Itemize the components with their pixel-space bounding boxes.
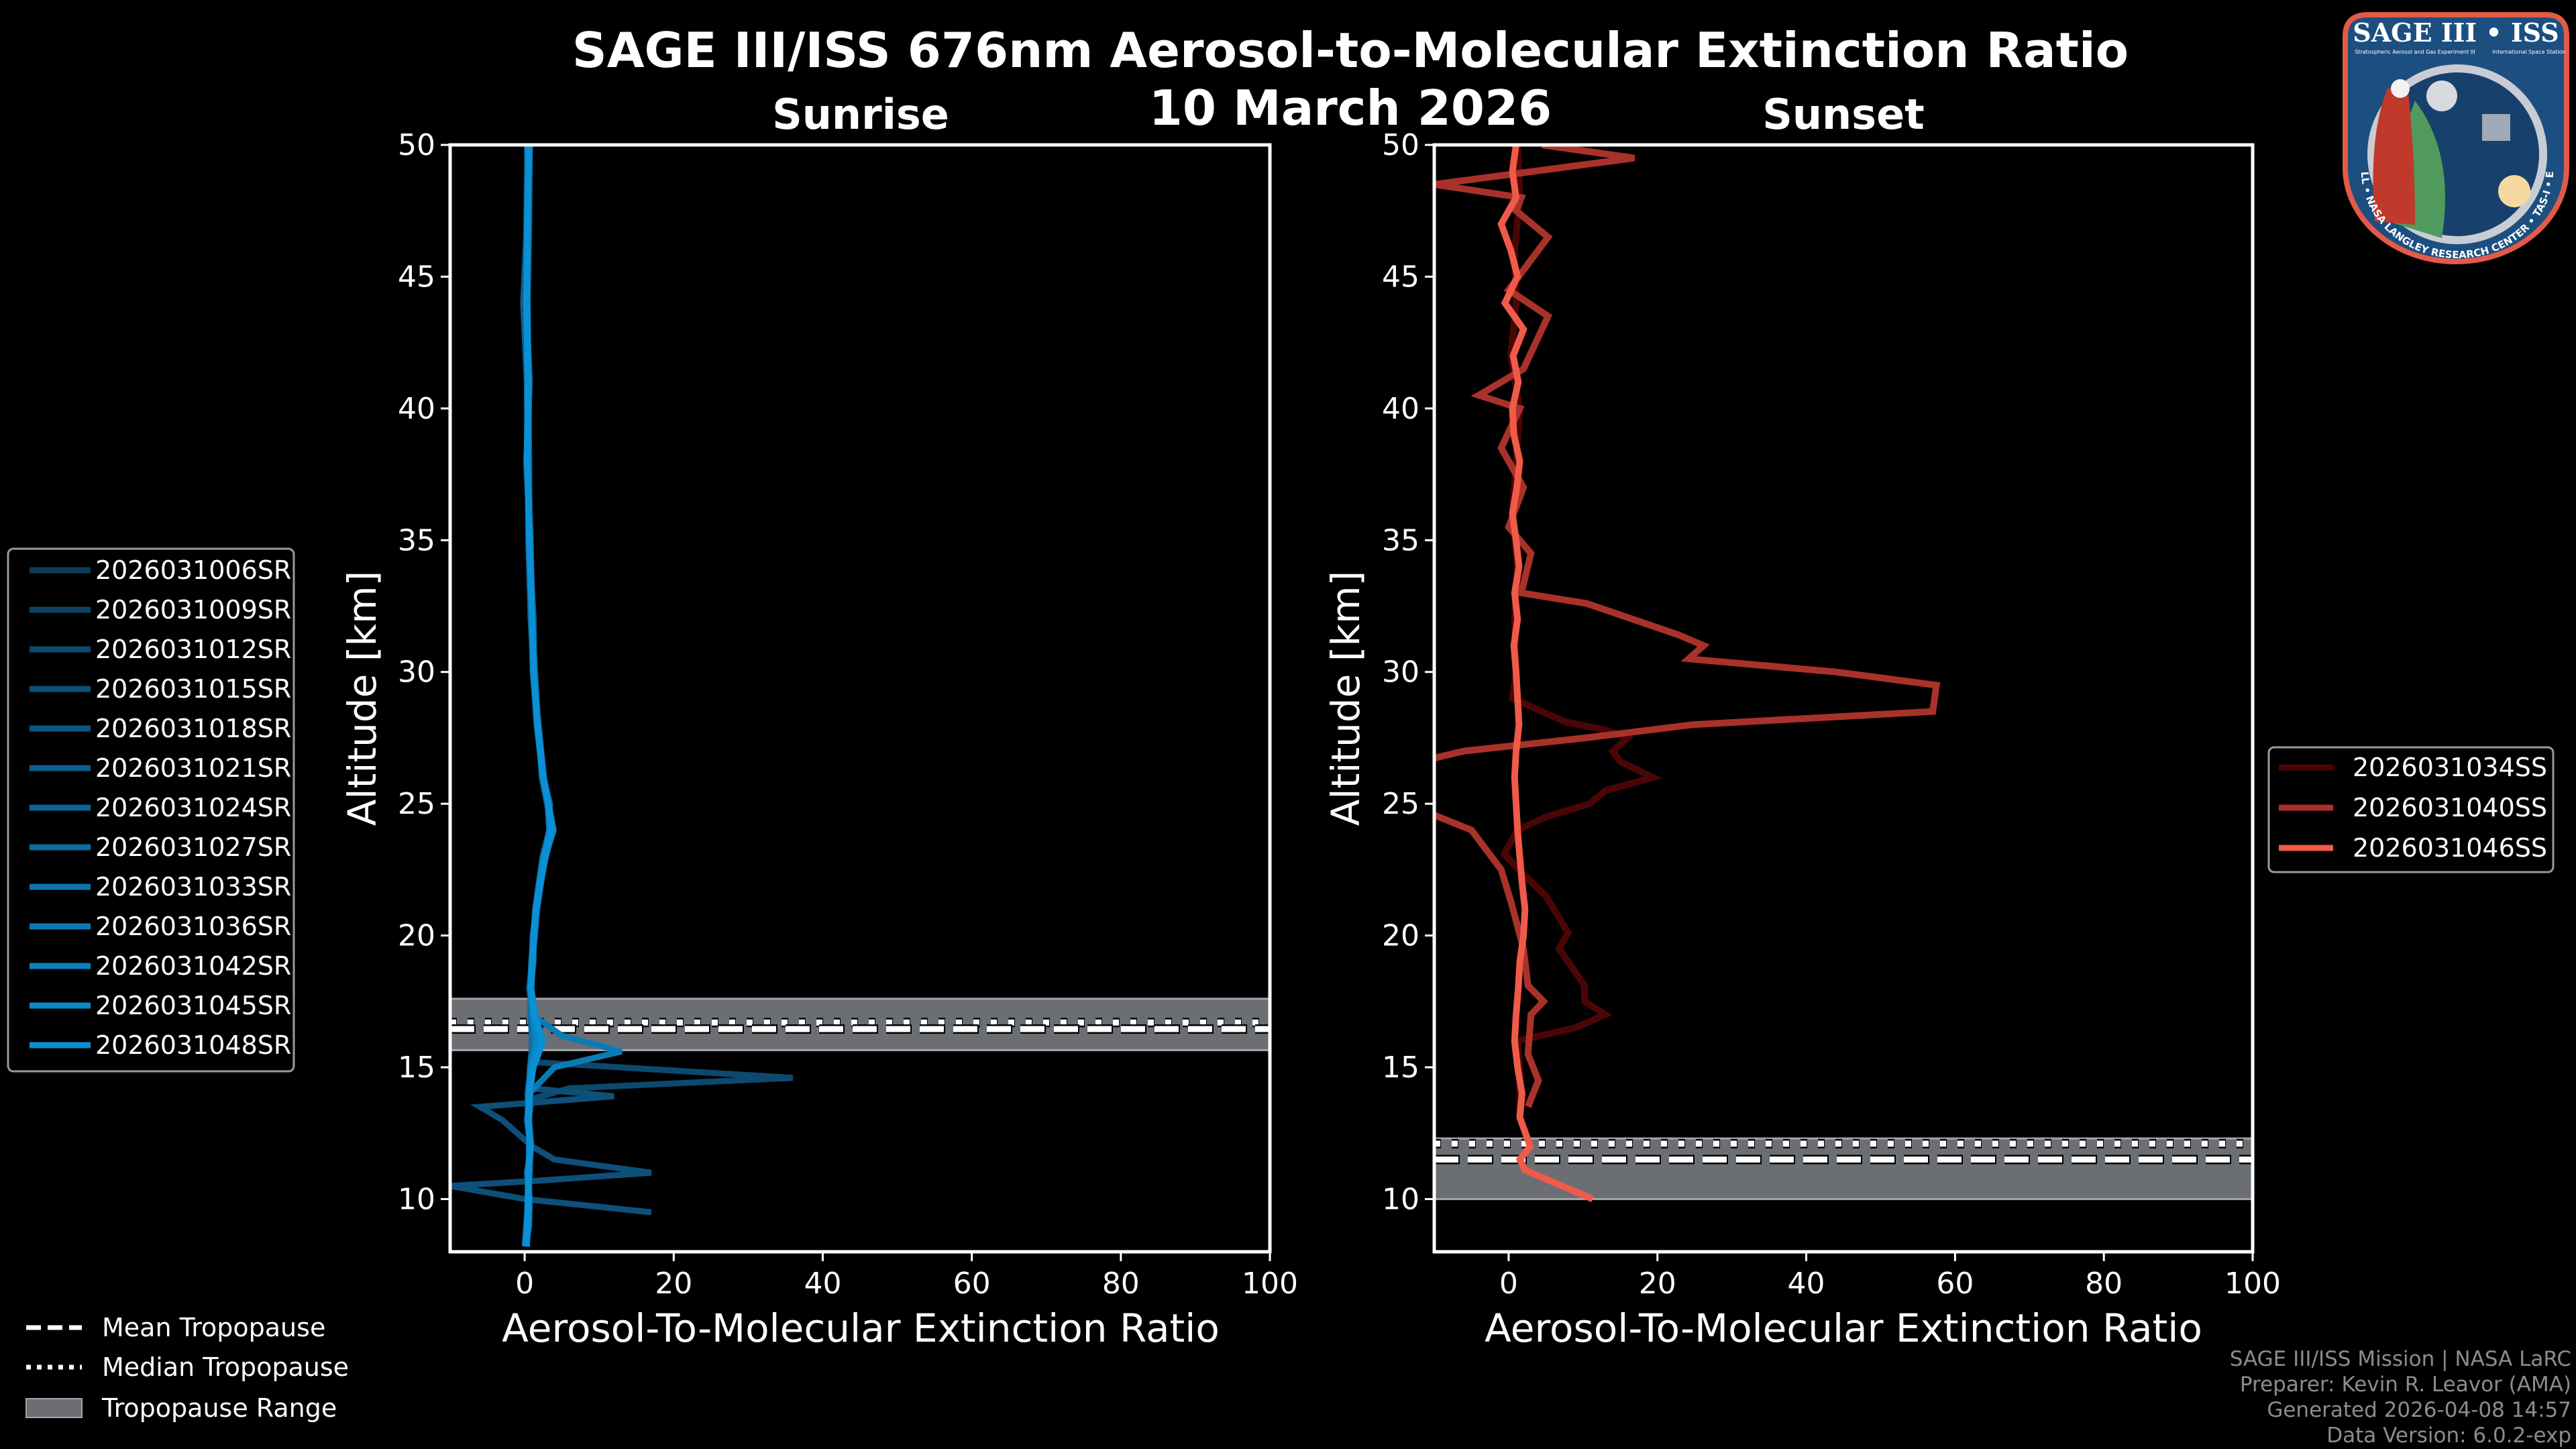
sunset-y-tick-label: 10: [1382, 1182, 1419, 1216]
sunset-y-tick-label: 15: [1382, 1051, 1419, 1085]
sunrise-x-tick-label: 80: [1102, 1267, 1140, 1301]
sunset-y-axis-label: Altitude [km]: [1323, 571, 1368, 826]
legend-label-2026031046SS: 2026031046SS: [2353, 833, 2547, 863]
sunset-x-axis-label: Aerosol-To-Molecular Extinction Ratio: [1485, 1305, 2202, 1351]
sunset-y-tick-label: 20: [1382, 919, 1419, 953]
sunset-axes-frame: [1432, 143, 2255, 1254]
tropopause-range-label: Tropopause Range: [101, 1393, 337, 1423]
sunrise-y-tick-label: 50: [398, 128, 435, 162]
legend-label-2026031040SS: 2026031040SS: [2353, 793, 2547, 822]
tropopause-range-swatch: [25, 1398, 83, 1418]
mean-tropopause-label: Mean Tropopause: [102, 1313, 325, 1342]
profile-line-2026031046SS: [1497, 145, 1595, 1202]
sunset-legend: 2026031034SS 2026031040SS 2026031046SS: [2267, 746, 2555, 873]
legend-label-2026031034SS: 2026031034SS: [2353, 753, 2547, 782]
sunset-y-tick-label: 40: [1382, 392, 1419, 426]
figure-date: 10 March 2026: [1149, 80, 1552, 136]
sunrise-x-tick-label: 20: [655, 1267, 692, 1301]
legend-label-2026031027SR: 2026031027SR: [95, 833, 291, 862]
sunset-y-tick-label: 50: [1382, 128, 1419, 162]
footer-credits: SAGE III/ISS Mission | NASA LaRC Prepare…: [2230, 1347, 2571, 1448]
sunrise-y-tick-label: 25: [398, 787, 435, 821]
sunrise-panel-title: Sunrise: [772, 90, 949, 139]
sunrise-x-tick-label: 0: [515, 1267, 534, 1301]
sunset-x-tick-label: 60: [1936, 1267, 1974, 1301]
tropopause-legend: Mean Tropopause Median Tropopause Tropop…: [25, 1313, 349, 1423]
legend-label-2026031018SR: 2026031018SR: [95, 714, 291, 743]
legend-label-2026031042SR: 2026031042SR: [95, 951, 291, 981]
legend-label-2026031045SR: 2026031045SR: [95, 991, 291, 1020]
sunrise-y-tick-label: 30: [398, 655, 435, 690]
sunset-x-tick-label: 100: [2224, 1267, 2281, 1301]
legend-label-2026031021SR: 2026031021SR: [95, 753, 291, 783]
legend-label-2026031006SR: 2026031006SR: [95, 555, 291, 585]
sunset-x-tick-label: 80: [2085, 1267, 2123, 1301]
sunset-panel-title: Sunset: [1762, 90, 1925, 139]
sunrise-x-tick-label: 60: [953, 1267, 991, 1301]
logo-line2: International Space Station: [2493, 49, 2566, 55]
sunset-y-tick-label: 25: [1382, 787, 1419, 821]
legend-label-2026031033SR: 2026031033SR: [95, 872, 291, 902]
figure-title: SAGE III/ISS 676nm Aerosol-to-Molecular …: [572, 22, 2129, 78]
sunset-x-tick-label: 40: [1788, 1267, 1825, 1301]
sunrise-x-axis-label: Aerosol-To-Molecular Extinction Ratio: [502, 1305, 1220, 1351]
sunrise-legend: 2026031006SR 2026031009SR 2026031012SR 2026…: [7, 547, 295, 1073]
sunset-tropopause-range: [1434, 1137, 2253, 1200]
sunrise-x-tick-label: 100: [1242, 1267, 1298, 1301]
footer-mission: SAGE III/ISS Mission | NASA LaRC: [2230, 1347, 2571, 1371]
legend-label-2026031009SR: 2026031009SR: [95, 595, 291, 625]
logo-line1: Stratospheric Aerosol and Gas Experiment…: [2355, 49, 2475, 55]
sunrise-y-tick-label: 20: [398, 919, 435, 953]
logo-title: SAGE III • ISS: [2353, 17, 2559, 48]
sunset-plot-area: [1434, 145, 2253, 1202]
sunset-x-tick-label: 0: [1499, 1267, 1518, 1301]
sunset-y-tick-label: 45: [1382, 260, 1419, 294]
sunrise-y-tick-label: 40: [398, 392, 435, 426]
sunrise-y-tick-label: 15: [398, 1051, 435, 1085]
footer-generated: Generated 2026-04-08 14:57: [2267, 1398, 2571, 1422]
legend-label-2026031012SR: 2026031012SR: [95, 635, 291, 664]
sunrise-y-tick-label: 10: [398, 1182, 435, 1216]
median-tropopause-label: Median Tropopause: [102, 1352, 349, 1382]
sunset-x-tick-label: 20: [1639, 1267, 1676, 1301]
sunset-axes: 0 20 40 60 80 100 10 15 20 25 30 35 40 45 50: [1382, 128, 2281, 1301]
legend-label-2026031024SR: 2026031024SR: [95, 793, 291, 822]
legend-label-2026031048SR: 2026031048SR: [95, 1030, 291, 1060]
sunrise-axes-frame: [448, 143, 1272, 1254]
sunset-y-tick-label: 30: [1382, 655, 1419, 690]
footer-preparer: Preparer: Kevin R. Leavor (AMA): [2240, 1373, 2571, 1397]
sunrise-y-tick-label: 35: [398, 523, 435, 557]
sunset-y-tick-label: 35: [1382, 523, 1419, 557]
sunrise-plot-area: [450, 145, 1270, 1247]
sunrise-y-axis-label: Altitude [km]: [339, 571, 385, 826]
sunrise-y-tick-label: 45: [398, 260, 435, 294]
sunrise-axes: 0 20 40 60 80 100 10 15 20 25 30 35 40 45 50: [398, 128, 1298, 1301]
footer-data-version: Data Version: 6.0.2-exp: [2326, 1424, 2571, 1448]
legend-label-2026031015SR: 2026031015SR: [95, 674, 291, 704]
profile-line-2026031048SR: [523, 145, 555, 1247]
sunrise-x-tick-label: 40: [804, 1267, 841, 1301]
legend-label-2026031036SR: 2026031036SR: [95, 912, 291, 941]
